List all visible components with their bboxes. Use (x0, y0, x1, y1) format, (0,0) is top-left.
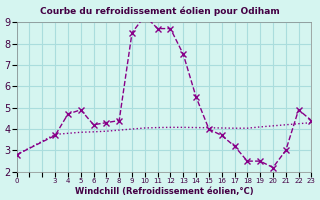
Text: Courbe du refroidissement éolien pour Odiham: Courbe du refroidissement éolien pour Od… (40, 6, 280, 16)
X-axis label: Windchill (Refroidissement éolien,°C): Windchill (Refroidissement éolien,°C) (75, 187, 253, 196)
